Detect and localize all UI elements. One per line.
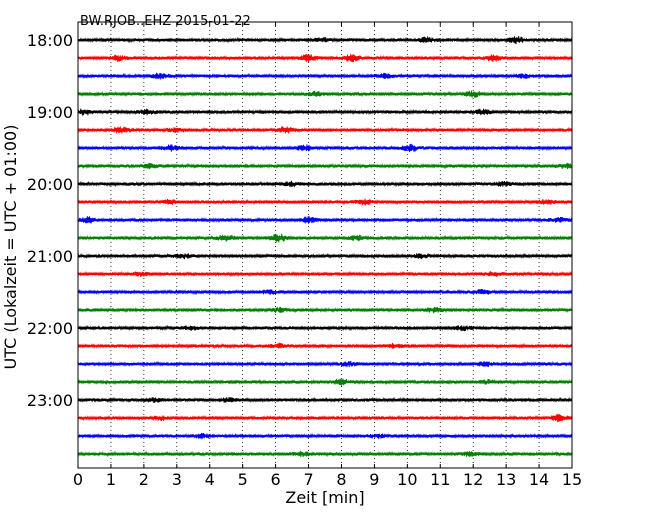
x-tick-label: 0 <box>73 470 83 489</box>
trace-2230 <box>77 360 573 368</box>
x-tick-label: 5 <box>238 470 248 489</box>
y-tick-label: 21:00 <box>27 247 73 266</box>
trace-2245 <box>77 378 573 386</box>
y-tick-label: 23:00 <box>27 391 73 410</box>
x-tick-label: 3 <box>172 470 182 489</box>
trace-2145 <box>77 306 573 314</box>
trace-2115 <box>77 270 573 278</box>
trace-2330 <box>77 432 573 440</box>
trace-2315 <box>77 413 573 423</box>
trace-2100 <box>77 252 573 260</box>
trace-1915 <box>77 126 573 134</box>
x-tick-label: 4 <box>205 470 215 489</box>
x-tick-label: 12 <box>463 470 483 489</box>
x-tick-label: 14 <box>529 470 549 489</box>
x-tick-label: 2 <box>139 470 149 489</box>
x-tick-label: 1 <box>106 470 116 489</box>
trace-1930 <box>77 143 573 153</box>
trace-2045 <box>77 233 573 243</box>
trace-2345 <box>77 450 573 458</box>
trace-2130 <box>77 288 573 296</box>
trace-1900 <box>77 108 573 116</box>
y-axis-label: UTC (Lokalzeit = UTC + 01:00) <box>1 125 20 370</box>
trace-1945 <box>77 162 573 170</box>
y-axis-ticks: 18:00 19:00 20:00 21:00 22:00 23:00 <box>27 31 572 410</box>
trace-1845 <box>77 90 573 98</box>
x-axis-label: Zeit [min] <box>285 488 364 507</box>
trace-2000 <box>77 180 573 188</box>
trace-1800 <box>77 35 573 45</box>
trace-1830 <box>77 72 573 80</box>
y-tick-label: 19:00 <box>27 103 73 122</box>
y-tick-label: 20:00 <box>27 175 73 194</box>
seismogram-traces <box>77 35 573 458</box>
x-tick-label: 9 <box>369 470 379 489</box>
plot-frame <box>77 21 573 469</box>
trace-2215 <box>77 342 573 350</box>
x-tick-label: 11 <box>430 470 450 489</box>
x-tick-label: 8 <box>336 470 346 489</box>
x-tick-label: 6 <box>271 470 281 489</box>
x-tick-label: 13 <box>496 470 516 489</box>
trace-2015 <box>77 198 573 206</box>
x-tick-label: 15 <box>562 470 582 489</box>
x-axis-ticks: 0 1 2 3 4 5 6 7 8 9 10 11 12 13 14 15 <box>73 22 582 489</box>
y-tick-label: 22:00 <box>27 319 73 338</box>
trace-2030 <box>77 216 573 224</box>
x-tick-label: 10 <box>397 470 417 489</box>
x-tick-label: 7 <box>303 470 313 489</box>
trace-2300 <box>77 396 573 404</box>
y-tick-label: 18:00 <box>27 31 73 50</box>
trace-1815 <box>77 53 573 63</box>
trace-2200 <box>77 324 573 332</box>
